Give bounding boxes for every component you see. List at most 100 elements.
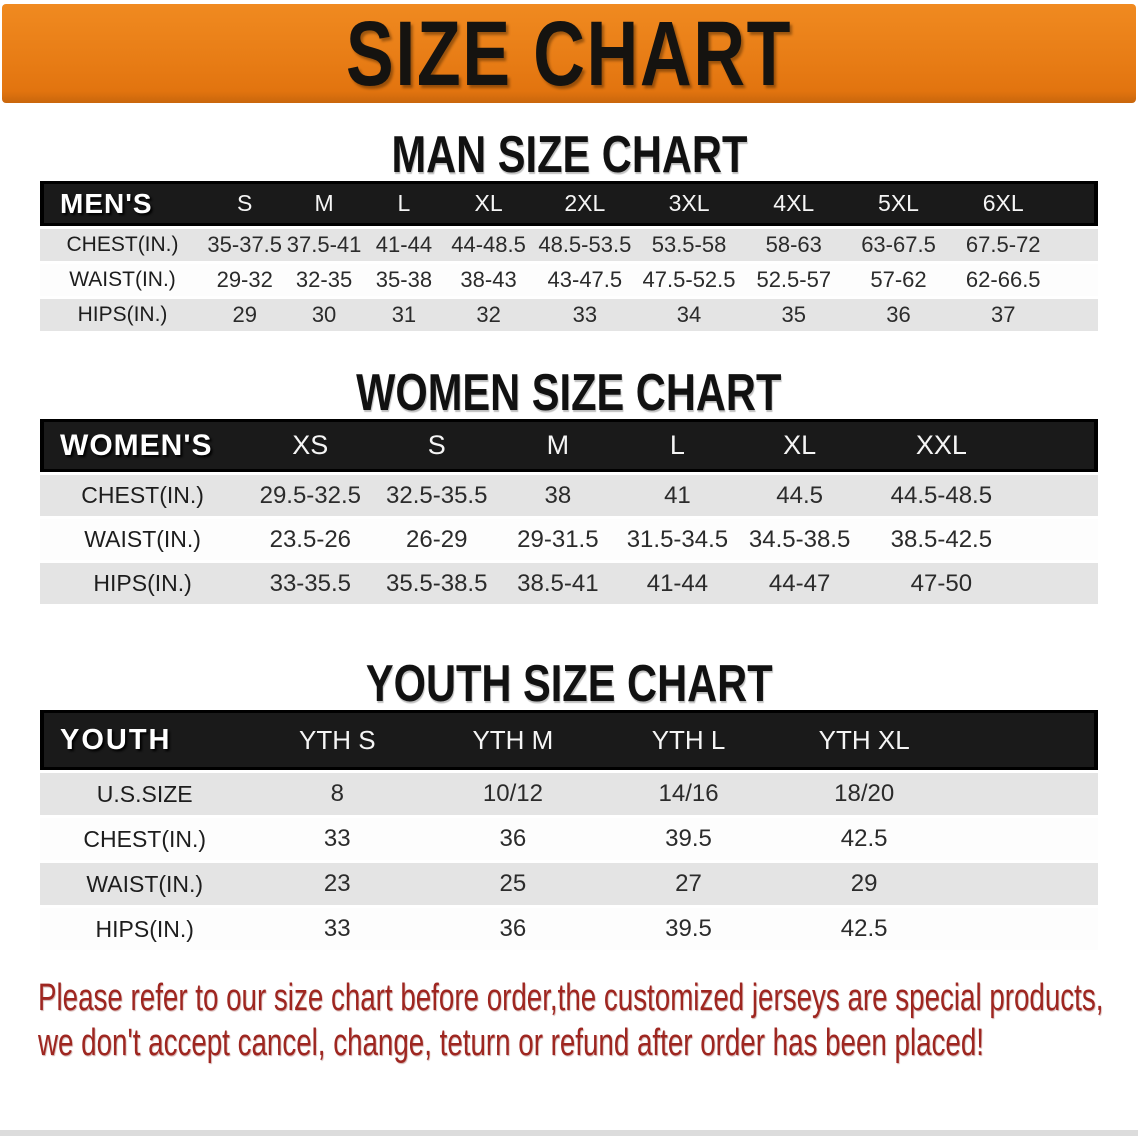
- table-header-label: WOMEN'S: [40, 419, 246, 472]
- table-header-row: YOUTH YTH S YTH M YTH L YTH XL: [40, 710, 1098, 770]
- size-value: 42.5: [776, 815, 952, 860]
- size-value: 41: [617, 472, 738, 516]
- column-header: 4XL: [741, 181, 847, 226]
- size-value: 18/20: [776, 770, 952, 815]
- women-heading-text: WOMEN SIZE CHART: [356, 364, 782, 422]
- column-header: 5XL: [846, 181, 951, 226]
- row-spacer: [1020, 560, 1098, 604]
- size-value: 23.5-26: [245, 516, 376, 560]
- header-spacer: [1055, 181, 1098, 226]
- size-value: 36: [846, 296, 951, 331]
- row-label: CHEST(IN.): [40, 472, 246, 516]
- column-header: 3XL: [636, 181, 742, 226]
- size-value: 41-44: [363, 226, 445, 261]
- row-label: WAIST(IN.): [40, 261, 206, 296]
- size-value: 33-35.5: [245, 560, 376, 604]
- column-header: XL: [444, 181, 533, 226]
- size-value: 44-47: [737, 560, 863, 604]
- column-header: XS: [245, 419, 376, 472]
- size-value: 38: [498, 472, 618, 516]
- size-value: 63-67.5: [846, 226, 951, 261]
- men-section-heading: MAN SIZE CHART: [0, 129, 1138, 181]
- table-row: CHEST(IN.) 35-37.5 37.5-41 41-44 44-48.5 48.5…: [40, 226, 1098, 261]
- column-header: 2XL: [533, 181, 637, 226]
- table-header-label: YOUTH: [40, 710, 250, 770]
- row-label: HIPS(IN.): [40, 296, 206, 331]
- size-value: 32-35: [284, 261, 364, 296]
- men-size-table: MEN'S S M L XL 2XL 3XL 4XL 5XL 6XL CHEST(IN.) 35-37…: [40, 181, 1098, 331]
- size-value: 53.5-58: [636, 226, 742, 261]
- size-value: 29: [776, 860, 952, 905]
- size-value: 35-37.5: [205, 226, 285, 261]
- size-value: 34.5-38.5: [737, 516, 863, 560]
- row-label: CHEST(IN.): [40, 815, 250, 860]
- size-value: 36: [425, 815, 601, 860]
- size-value: 35: [741, 296, 847, 331]
- row-label: CHEST(IN.): [40, 226, 206, 261]
- size-value: 41-44: [617, 560, 738, 604]
- size-value: 26-29: [375, 516, 499, 560]
- disclaimer: Please refer to our size chart before or…: [38, 976, 1138, 1066]
- size-value: 38-43: [444, 261, 533, 296]
- size-value: 37.5-41: [284, 226, 364, 261]
- table-row: WAIST(IN.) 29-32 32-35 35-38 38-43 43-47.5 47.…: [40, 261, 1098, 296]
- header-spacer: [1020, 419, 1098, 472]
- table-row: CHEST(IN.) 29.5-32.5 32.5-35.5 38 41 44.5 44.5…: [40, 472, 1098, 516]
- size-value: 35-38: [363, 261, 445, 296]
- column-header: XXL: [862, 419, 1021, 472]
- size-value: 33: [249, 815, 426, 860]
- column-header: YTH L: [600, 710, 777, 770]
- disclaimer-line-2: we don't accept cancel, change, teturn o…: [38, 1022, 984, 1064]
- size-value: 33: [533, 296, 637, 331]
- size-value: 25: [425, 860, 601, 905]
- column-header: S: [205, 181, 285, 226]
- size-value: 29-32: [205, 261, 285, 296]
- column-header: 6XL: [950, 181, 1056, 226]
- size-value: 32.5-35.5: [375, 472, 499, 516]
- column-header: S: [375, 419, 499, 472]
- women-size-table: WOMEN'S XS S M L XL XXL CHEST(IN.) 29.5-32.5 32.5…: [40, 419, 1098, 604]
- size-value: 35.5-38.5: [375, 560, 499, 604]
- size-value: 38.5-42.5: [862, 516, 1021, 560]
- disclaimer-line-1: Please refer to our size chart before or…: [38, 977, 1104, 1019]
- column-header: L: [363, 181, 445, 226]
- size-value: 58-63: [741, 226, 847, 261]
- column-header: M: [284, 181, 364, 226]
- size-value: 39.5: [600, 815, 777, 860]
- size-value: 43-47.5: [533, 261, 637, 296]
- size-value: 62-66.5: [950, 261, 1056, 296]
- size-value: 47-50: [862, 560, 1021, 604]
- row-spacer: [951, 905, 1098, 950]
- size-value: 39.5: [600, 905, 777, 950]
- size-value: 57-62: [846, 261, 951, 296]
- size-value: 38.5-41: [498, 560, 618, 604]
- row-label: HIPS(IN.): [40, 905, 250, 950]
- table-row: WAIST(IN.) 23 25 27 29: [40, 860, 1098, 905]
- row-spacer: [1055, 296, 1098, 331]
- table-header-row: WOMEN'S XS S M L XL XXL: [40, 419, 1098, 472]
- size-value: 44.5: [737, 472, 863, 516]
- column-header: YTH M: [425, 710, 601, 770]
- size-value: 29-31.5: [498, 516, 618, 560]
- table-row: CHEST(IN.) 33 36 39.5 42.5: [40, 815, 1098, 860]
- size-value: 30: [284, 296, 364, 331]
- table-row: WAIST(IN.) 23.5-26 26-29 29-31.5 31.5-34.5 34…: [40, 516, 1098, 560]
- row-spacer: [1020, 516, 1098, 560]
- size-value: 48.5-53.5: [533, 226, 637, 261]
- youth-heading-text: YOUTH SIZE CHART: [365, 655, 773, 713]
- row-spacer: [951, 860, 1098, 905]
- table-header-label: MEN'S: [40, 181, 206, 226]
- column-header: L: [617, 419, 738, 472]
- table-row: HIPS(IN.) 29 30 31 32 33 34 35 36 37: [40, 296, 1098, 331]
- row-label: WAIST(IN.): [40, 516, 246, 560]
- size-value: 23: [249, 860, 426, 905]
- size-value: 33: [249, 905, 426, 950]
- row-label: U.S.SIZE: [40, 770, 250, 815]
- table-row: HIPS(IN.) 33 36 39.5 42.5: [40, 905, 1098, 950]
- size-value: 34: [636, 296, 742, 331]
- size-value: 29.5-32.5: [245, 472, 376, 516]
- size-value: 32: [444, 296, 533, 331]
- header-spacer: [951, 710, 1098, 770]
- size-value: 14/16: [600, 770, 777, 815]
- table-row: U.S.SIZE 8 10/12 14/16 18/20: [40, 770, 1098, 815]
